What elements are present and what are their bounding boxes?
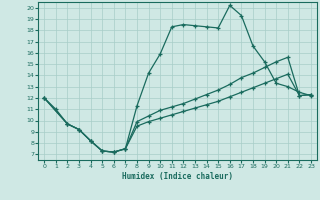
X-axis label: Humidex (Indice chaleur): Humidex (Indice chaleur) <box>122 172 233 181</box>
